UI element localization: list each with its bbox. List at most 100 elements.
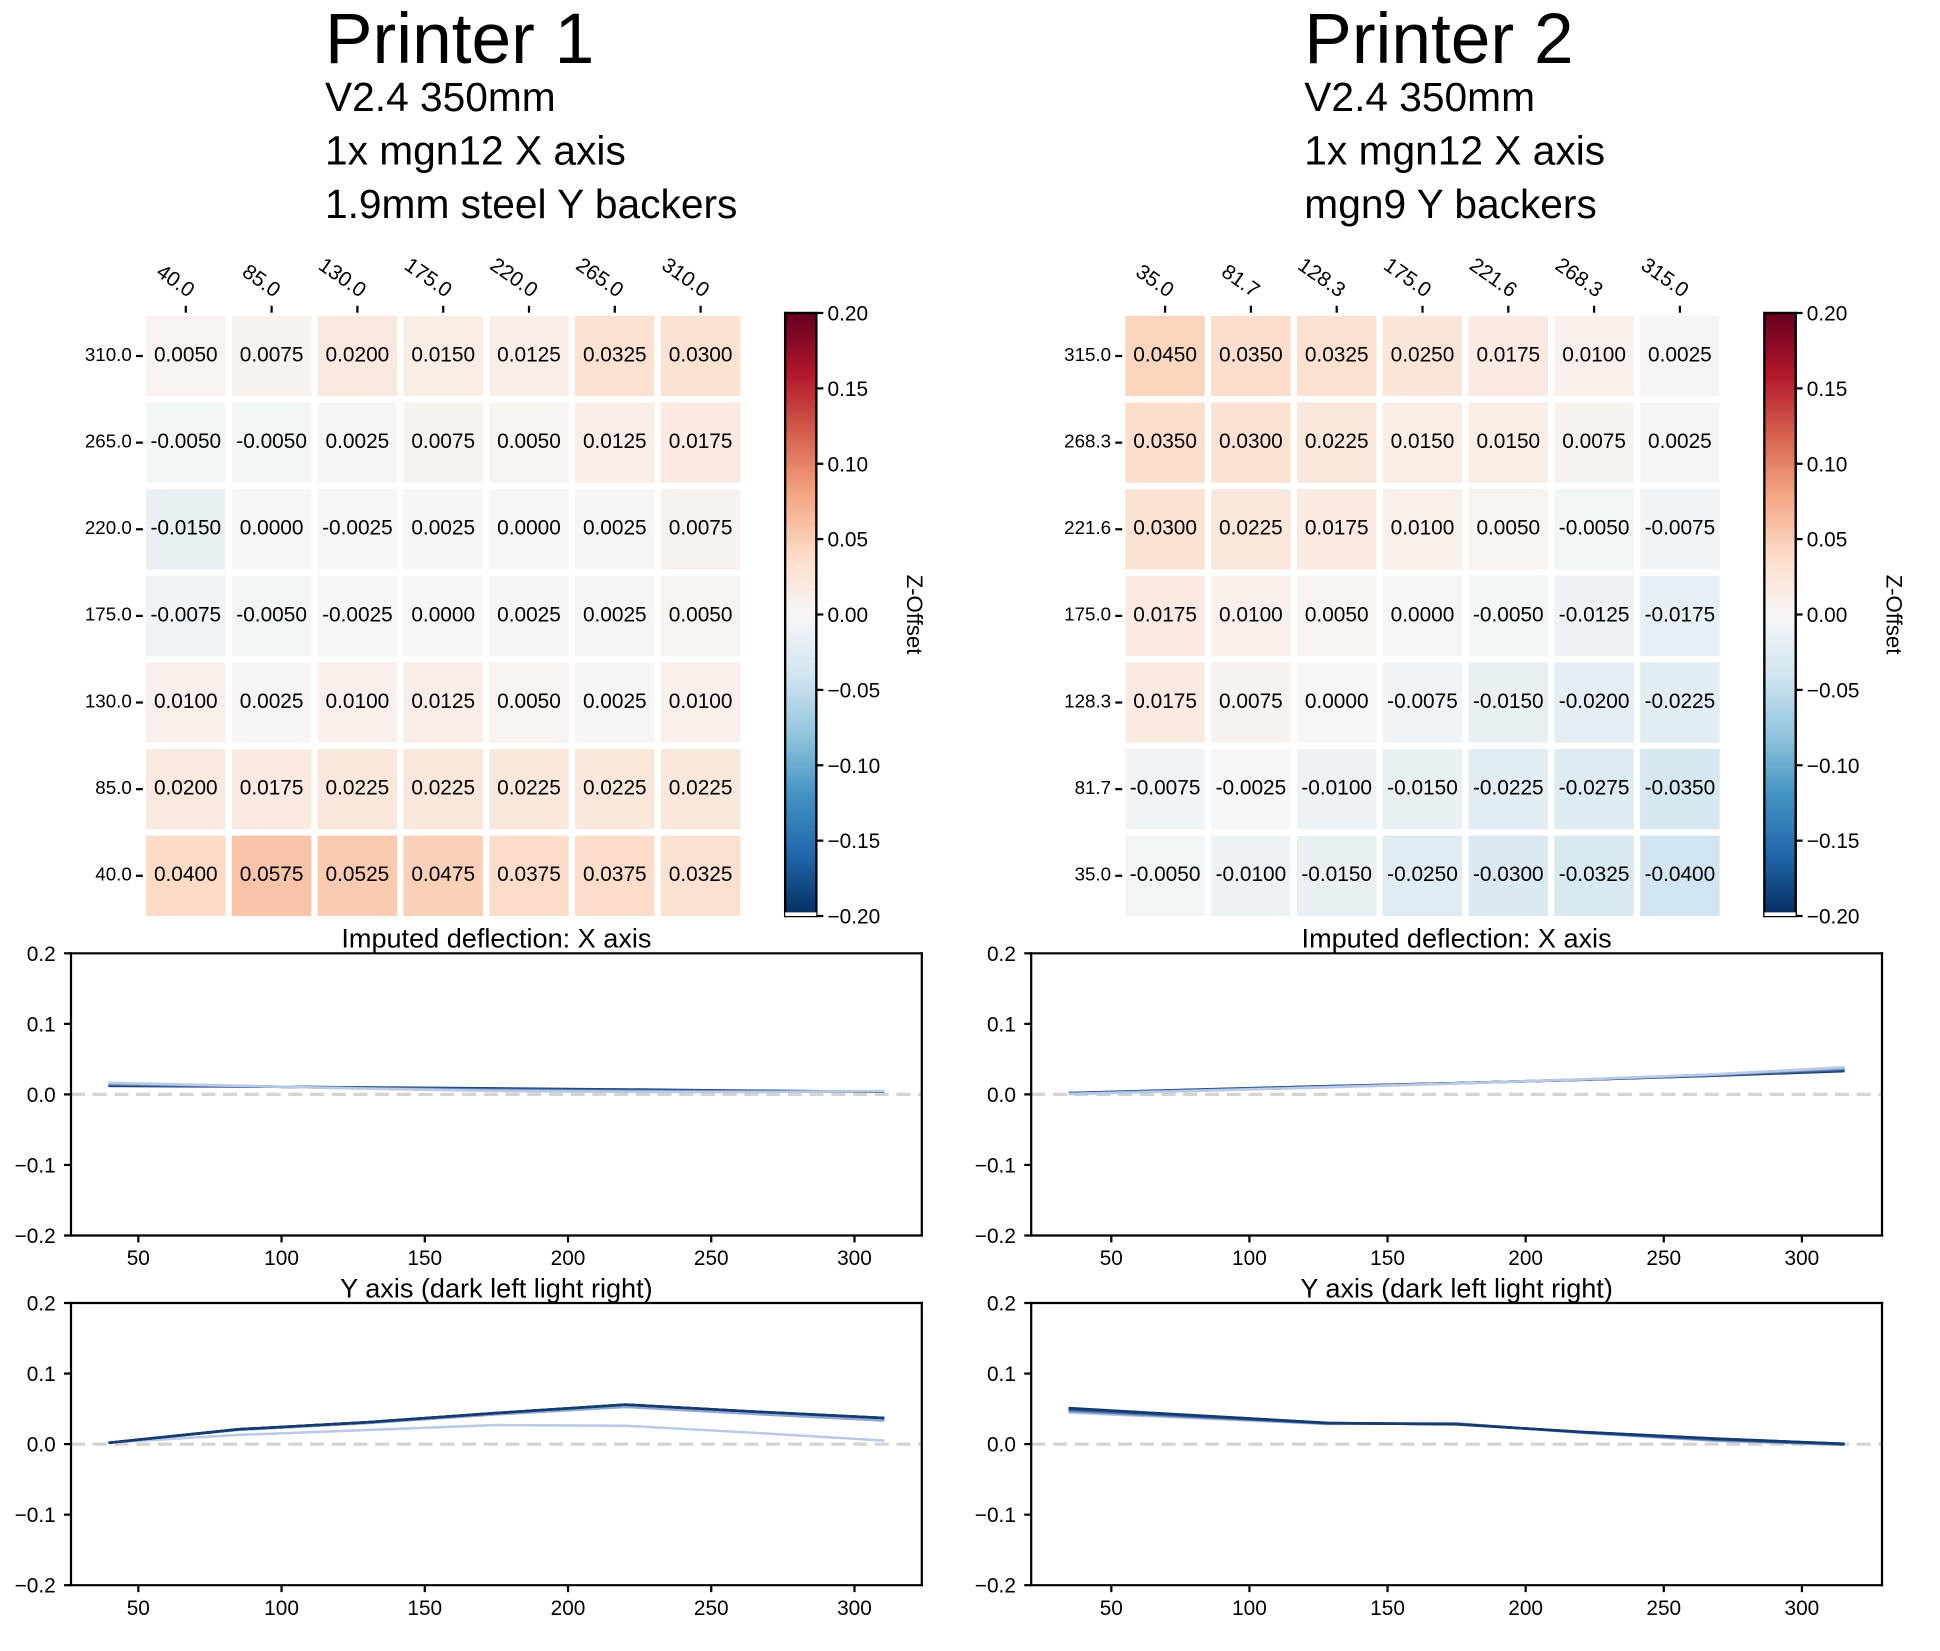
svg-text:0.0025: 0.0025 [240, 690, 304, 713]
svg-text:0.0100: 0.0100 [326, 690, 390, 713]
svg-text:0.0025: 0.0025 [1648, 343, 1712, 366]
svg-text:−0.20: −0.20 [1807, 906, 1860, 929]
svg-text:1x mgn12 X axis: 1x mgn12 X axis [325, 128, 626, 174]
svg-text:0.0150: 0.0150 [411, 343, 475, 366]
svg-text:0.0300: 0.0300 [669, 343, 733, 366]
svg-text:0.0225: 0.0225 [411, 777, 475, 800]
svg-text:−0.05: −0.05 [1807, 679, 1860, 702]
svg-text:50: 50 [127, 1597, 150, 1620]
svg-text:0.0050: 0.0050 [154, 343, 218, 366]
svg-text:0.15: 0.15 [828, 378, 869, 401]
svg-text:0.0225: 0.0225 [669, 777, 733, 800]
svg-text:-0.0050: -0.0050 [236, 430, 307, 453]
svg-text:V2.4 350mm: V2.4 350mm [325, 74, 556, 120]
svg-text:-0.0150: -0.0150 [1301, 863, 1372, 886]
svg-text:0.1: 0.1 [987, 1013, 1016, 1036]
svg-text:Printer 1: Printer 1 [325, 0, 594, 79]
svg-text:−0.20: −0.20 [828, 906, 881, 929]
svg-text:81.7: 81.7 [1075, 777, 1112, 798]
svg-text:0.0250: 0.0250 [1391, 343, 1455, 366]
svg-text:0.2: 0.2 [987, 1293, 1016, 1316]
svg-text:0.0050: 0.0050 [497, 690, 561, 713]
svg-text:-0.0225: -0.0225 [1645, 690, 1716, 713]
svg-text:-0.0300: -0.0300 [1473, 863, 1544, 886]
svg-text:310.0: 310.0 [85, 344, 132, 365]
svg-text:-0.0150: -0.0150 [150, 517, 221, 540]
svg-text:0.0200: 0.0200 [154, 777, 218, 800]
svg-text:−0.2: −0.2 [15, 1225, 56, 1248]
svg-text:V2.4 350mm: V2.4 350mm [1304, 74, 1535, 120]
svg-text:-0.0025: -0.0025 [322, 603, 393, 626]
svg-text:-0.0075: -0.0075 [150, 603, 221, 626]
svg-text:0.0050: 0.0050 [669, 603, 733, 626]
svg-text:0.0000: 0.0000 [1391, 603, 1455, 626]
svg-text:200: 200 [551, 1247, 586, 1270]
svg-text:175.0: 175.0 [1064, 604, 1111, 625]
svg-text:Imputed deflection: X axis: Imputed deflection: X axis [1302, 923, 1612, 954]
svg-text:0.0000: 0.0000 [497, 517, 561, 540]
svg-text:0.0025: 0.0025 [1648, 430, 1712, 453]
svg-text:0.0225: 0.0225 [1219, 517, 1283, 540]
svg-text:0.0175: 0.0175 [1133, 603, 1197, 626]
svg-text:0.20: 0.20 [1807, 303, 1848, 326]
svg-text:0.0025: 0.0025 [411, 517, 475, 540]
svg-text:265.0: 265.0 [85, 430, 132, 451]
svg-text:0.0: 0.0 [987, 1084, 1016, 1107]
svg-text:-0.0175: -0.0175 [1645, 603, 1716, 626]
svg-text:0.0175: 0.0175 [1305, 517, 1369, 540]
svg-text:0.0225: 0.0225 [497, 777, 561, 800]
svg-text:0.0375: 0.0375 [583, 863, 647, 886]
svg-text:0.0025: 0.0025 [583, 603, 647, 626]
svg-text:−0.05: −0.05 [828, 679, 881, 702]
svg-text:0.0300: 0.0300 [1219, 430, 1283, 453]
svg-text:0.0175: 0.0175 [669, 430, 733, 453]
svg-text:0.2: 0.2 [27, 1293, 56, 1316]
svg-text:−0.2: −0.2 [15, 1575, 56, 1598]
svg-text:0.0300: 0.0300 [1133, 517, 1197, 540]
svg-text:50: 50 [127, 1247, 150, 1270]
svg-text:0.00: 0.00 [1807, 604, 1848, 627]
svg-text:-0.0025: -0.0025 [1216, 777, 1287, 800]
svg-text:0.0125: 0.0125 [497, 343, 561, 366]
svg-text:0.0000: 0.0000 [1305, 690, 1369, 713]
svg-text:150: 150 [407, 1247, 442, 1270]
svg-text:-0.0150: -0.0150 [1387, 777, 1458, 800]
svg-text:0.0100: 0.0100 [154, 690, 218, 713]
svg-text:268.3: 268.3 [1064, 430, 1111, 451]
svg-text:0.0575: 0.0575 [240, 863, 304, 886]
svg-text:-0.0050: -0.0050 [1473, 603, 1544, 626]
svg-text:0.00: 0.00 [828, 604, 869, 627]
svg-text:0.0075: 0.0075 [669, 517, 733, 540]
svg-text:-0.0075: -0.0075 [1387, 690, 1458, 713]
svg-text:0.0150: 0.0150 [1391, 430, 1455, 453]
svg-text:0.15: 0.15 [1807, 378, 1848, 401]
svg-text:200: 200 [551, 1597, 586, 1620]
svg-text:0.10: 0.10 [828, 453, 869, 476]
svg-text:mgn9 Y backers: mgn9 Y backers [1304, 181, 1597, 227]
svg-text:0.2: 0.2 [987, 943, 1016, 966]
svg-text:-0.0225: -0.0225 [1473, 777, 1544, 800]
svg-text:100: 100 [1232, 1597, 1267, 1620]
svg-text:0.1: 0.1 [27, 1363, 56, 1386]
svg-text:128.3: 128.3 [1064, 690, 1111, 711]
svg-text:0.0: 0.0 [27, 1084, 56, 1107]
svg-text:−0.2: −0.2 [975, 1225, 1016, 1248]
svg-text:100: 100 [1232, 1247, 1267, 1270]
svg-text:Printer 2: Printer 2 [1304, 0, 1573, 79]
svg-text:0.0525: 0.0525 [326, 863, 390, 886]
svg-text:-0.0350: -0.0350 [1645, 777, 1716, 800]
svg-text:0.0025: 0.0025 [497, 603, 561, 626]
svg-text:0.0100: 0.0100 [1562, 343, 1626, 366]
svg-text:0.10: 0.10 [1807, 453, 1848, 476]
svg-text:−0.10: −0.10 [1807, 755, 1860, 778]
svg-text:0.0075: 0.0075 [1562, 430, 1626, 453]
svg-text:0.0200: 0.0200 [326, 343, 390, 366]
svg-text:130.0: 130.0 [85, 690, 132, 711]
svg-text:0.0000: 0.0000 [240, 517, 304, 540]
svg-text:0.0175: 0.0175 [240, 777, 304, 800]
svg-text:200: 200 [1508, 1247, 1543, 1270]
svg-text:-0.0050: -0.0050 [236, 603, 307, 626]
svg-text:−0.1: −0.1 [975, 1154, 1016, 1177]
svg-text:250: 250 [694, 1597, 729, 1620]
svg-text:-0.0075: -0.0075 [1130, 777, 1201, 800]
